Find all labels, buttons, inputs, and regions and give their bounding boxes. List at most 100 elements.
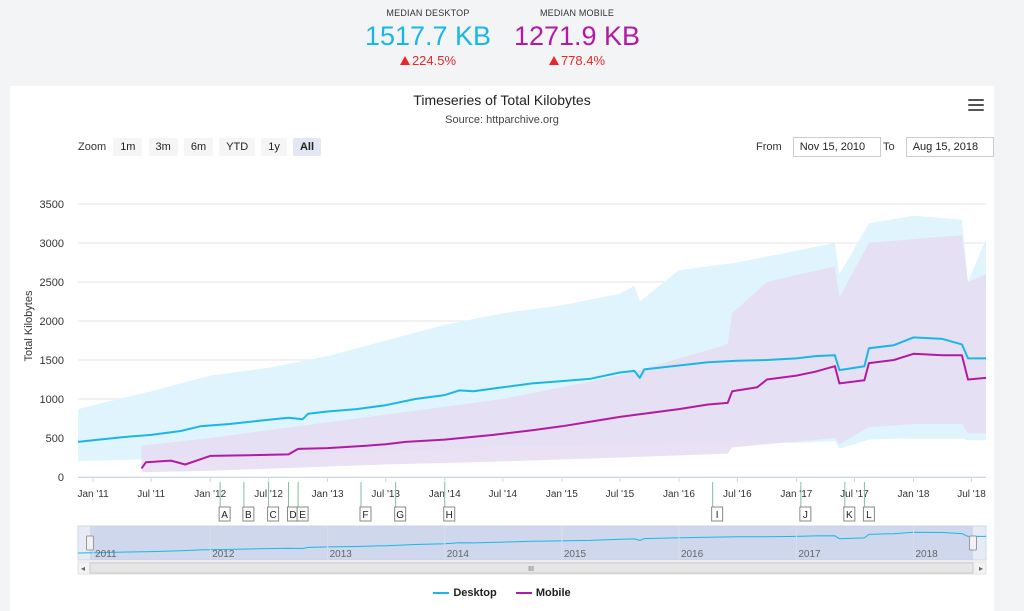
x-tick-label: Jan '13 [312,489,344,500]
flag-label: J [803,510,808,521]
flag-label: G [396,510,404,521]
flag-label: L [866,510,872,521]
y-tick-label: 3000 [40,238,64,250]
median-mobile-change: 778.4% [492,53,662,68]
range-from-input[interactable]: Nov 15, 2010 [792,137,881,157]
flag-box [242,506,255,522]
navigator-year-label: 2013 [330,549,353,560]
zoom-all-button[interactable]: All [292,138,322,156]
scrollbar-grip: III [528,566,534,573]
series-lines [77,336,987,469]
range-to-input[interactable]: Aug 15, 2018 [905,137,994,157]
y-axis-label: Total Kilobytes [23,290,35,361]
timeseries-chart: 0 500 1000 1500 2000 2500 3000 3500 Jan '11 Jul '… [23,199,987,575]
x-tick-label: Jul '16 [723,489,752,500]
flag-label: I [716,510,719,521]
legend-item-desktop[interactable]: Desktop [433,587,497,599]
range-from-label: From [756,141,782,153]
zoom-label: Zoom [78,141,107,153]
navigator-handle[interactable] [86,535,94,551]
flag-label: H [446,510,453,521]
increase-arrow-icon [548,56,559,65]
zoom-1y-button[interactable]: 1y [261,138,287,156]
flag-box [843,506,856,522]
median-desktop-stat: MEDIAN DESKTOP 1517.7 KB 224.5% [343,8,513,68]
flag-box [218,506,231,522]
navigator-year-label: 2014 [447,549,470,560]
y-tick-label: 2500 [40,277,64,289]
x-tick-label: Jan '12 [194,489,226,500]
range-to: To Aug 15, 2018 [883,137,994,157]
navigator-year-label: 2012 [212,549,235,560]
flag-box [394,506,407,522]
range-bands [78,215,986,473]
zoom-ytd-button[interactable]: YTD [219,138,256,156]
chart-panel: Timeseries of Total Kilobytes Source: ht… [10,86,994,611]
flag-label: F [362,510,368,521]
flag-box [711,506,724,522]
x-tick-label: Jan '16 [663,489,695,500]
zoom-6m-button[interactable]: 6m [183,138,214,156]
flag-box [296,506,309,522]
flag-box [799,506,812,522]
x-tick-label: Jul '11 [137,489,165,500]
zoom-3m-button[interactable]: 3m [148,138,178,156]
y-tick-label: 1500 [40,355,64,367]
median-desktop-change: 224.5% [343,53,513,68]
scroll-right-arrow-icon[interactable]: ▸ [979,564,983,573]
median-mobile-value: 1271.9 KB [513,21,641,51]
zoom-controls: Zoom 1m 3m 6m YTD 1y All [78,138,324,156]
median-desktop-change-value: 224.5% [411,53,457,68]
median-mobile-label: MEDIAN MOBILE [539,8,615,18]
flag-label: E [299,510,306,521]
navigator-year-label: 2011 [95,549,117,560]
navigator: 2011 2012 2013 2014 2015 2016 2017 2018 III ◂ ▸ [77,525,987,575]
chart-title: Timeseries of Total Kilobytes [413,92,591,108]
series-line-mobile [140,352,987,469]
navigator-year-label: 2016 [681,549,704,560]
flag-box [267,506,280,522]
scrollbar-thumb[interactable] [89,562,974,574]
y-tick-label: 3500 [40,199,64,211]
x-tick-label: Jul '18 [957,489,986,500]
navigator-handle[interactable] [969,535,977,551]
legend-item-mobile[interactable]: Mobile [515,587,571,599]
increase-arrow-icon [399,56,410,65]
y-tick-label: 0 [58,472,64,484]
navigator-year-label: 2017 [798,549,821,560]
navigator-series [77,531,986,554]
series-line-desktop [77,336,986,443]
x-tick-label: Jul '15 [606,489,635,500]
x-tick-label: Jul '17 [840,489,869,500]
range-from: From Nov 15, 2010 [756,137,881,157]
scroll-left-arrow-icon[interactable]: ◂ [81,564,85,573]
x-tick-label: Jan '11 [77,489,109,500]
legend-desktop-label: Desktop [453,587,497,599]
x-tick-label: Jan '17 [780,489,812,500]
navigator-selection [90,526,973,560]
y-tick-label: 500 [46,433,64,445]
chart-legend: Desktop Mobile [10,587,994,599]
flag-box [359,506,372,522]
flag-label: C [269,510,276,521]
navigator-year-label: 2015 [564,549,587,560]
x-tick-label: Jul '14 [489,489,518,500]
median-desktop-value: 1517.7 KB [364,21,492,51]
chart-subtitle: Source: httparchive.org [445,114,559,126]
y-tick-label: 1000 [40,394,64,406]
legend-mobile-label: Mobile [535,587,571,599]
hamburger-menu-icon[interactable] [968,99,984,111]
flag-label: K [846,510,853,521]
legend-desktop-swatch [433,592,450,595]
x-tick-label: Jan '15 [546,489,578,500]
navigator-year-label: 2018 [915,549,938,560]
median-mobile-stat: MEDIAN MOBILE 1271.9 KB 778.4% [492,8,662,68]
flag-label: D [289,510,296,521]
zoom-1m-button[interactable]: 1m [113,138,143,156]
x-tick-label: Jul '13 [371,489,400,500]
flag-label: B [245,510,252,521]
summary-stats: MEDIAN DESKTOP 1517.7 KB 224.5% MEDIAN M… [0,0,1024,80]
legend-mobile-swatch [515,592,532,595]
flag-label: A [221,510,228,521]
